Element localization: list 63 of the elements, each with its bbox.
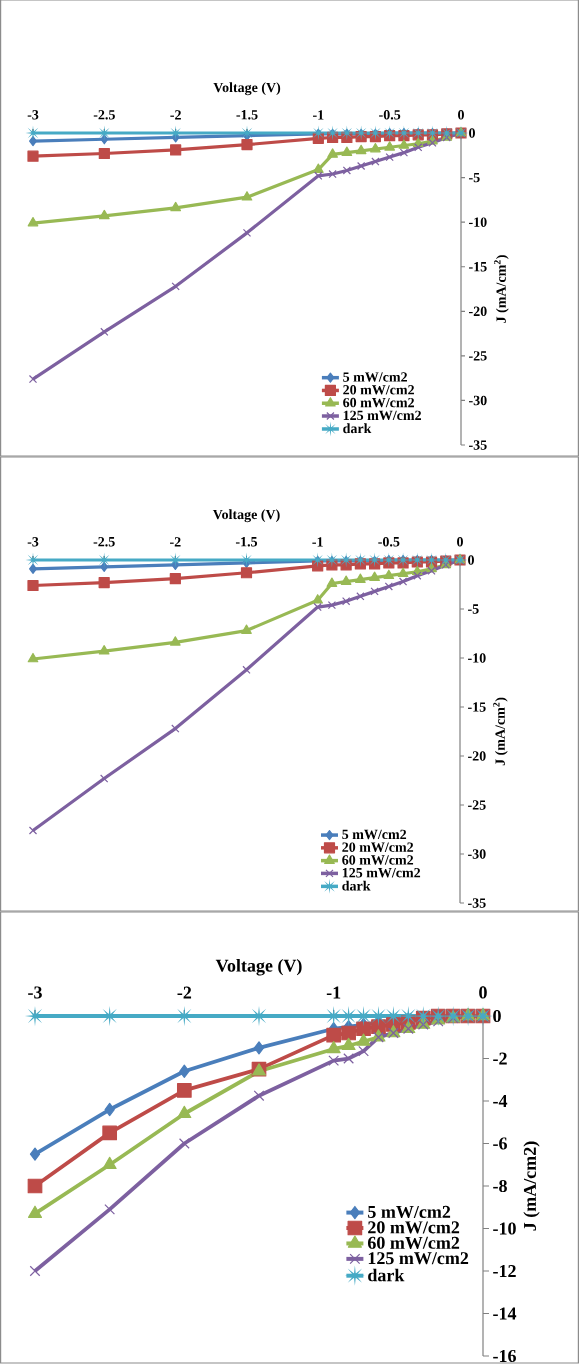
y-tick-label: -10 bbox=[469, 217, 487, 227]
y-tick-label: -5 bbox=[468, 604, 479, 614]
y-tick-label: -30 bbox=[468, 849, 486, 859]
legend-label: 60 mW/cm2 bbox=[367, 1236, 460, 1249]
legend-label: 20 mW/cm2 bbox=[343, 385, 414, 395]
x-tick-label: -1.5 bbox=[235, 537, 258, 547]
legend-label: 125 mW/cm2 bbox=[342, 868, 421, 878]
y-tick-label: -25 bbox=[468, 800, 486, 810]
x-tick-label: -0.5 bbox=[378, 536, 400, 547]
y-tick-label: -8 bbox=[493, 1179, 507, 1193]
x-axis-title: Voltage (V) bbox=[212, 509, 280, 523]
x-tick-label: -0.5 bbox=[379, 109, 401, 120]
y-tick-label: -25 bbox=[469, 351, 487, 361]
y-tick-label: -35 bbox=[468, 898, 486, 908]
legend-label: 125 mW/cm2 bbox=[343, 410, 421, 421]
legend-label: dark bbox=[342, 880, 371, 891]
legend-label: 20 mW/cm2 bbox=[368, 1221, 460, 1234]
x-tick-label: -1 bbox=[313, 110, 324, 120]
x-tick-label: -1 bbox=[312, 537, 323, 547]
y-tick-label: -20 bbox=[469, 306, 487, 317]
legend-label: 60 mW/cm2 bbox=[343, 397, 414, 408]
y-tick-label: -6 bbox=[493, 1137, 507, 1150]
y-tick-label: -16 bbox=[493, 1349, 516, 1363]
legend-label: 5 mW/cm2 bbox=[342, 829, 407, 840]
y-tick-label: -10 bbox=[493, 1222, 516, 1235]
y-axis-title: J (mA/cm2) bbox=[523, 1141, 540, 1231]
legend-label: 20 mW/cm2 bbox=[342, 842, 414, 852]
legend-label: 5 mW/cm2 bbox=[368, 1205, 451, 1219]
y-tick-label: -14 bbox=[493, 1307, 517, 1320]
y-axis-title: J (mA/cm$^{2}$) bbox=[494, 255, 509, 323]
x-tick-label: 0 bbox=[457, 537, 463, 547]
legend-label: 125 mW/cm2 bbox=[368, 1252, 469, 1265]
x-axis-title: Voltage (V) bbox=[215, 959, 302, 976]
y-axis-title: J (mA/cm$^{2}$) bbox=[493, 697, 508, 766]
y-tick-label: -35 bbox=[469, 440, 487, 450]
y-tick-label: 0 bbox=[469, 128, 475, 138]
legend-label: 5 mW/cm2 bbox=[343, 372, 407, 382]
legend-label: dark bbox=[343, 423, 372, 434]
y-tick-label: -5 bbox=[469, 172, 480, 183]
y-tick-label: 0 bbox=[493, 1009, 501, 1023]
x-tick-label: -2 bbox=[170, 110, 181, 120]
legend-label: 60 mW/cm2 bbox=[342, 855, 414, 865]
x-tick-label: 0 bbox=[458, 110, 464, 120]
x-tick-label: -3 bbox=[27, 537, 39, 547]
y-tick-label: -10 bbox=[468, 653, 486, 663]
x-tick-label: -2.5 bbox=[93, 537, 115, 547]
x-tick-label: -2 bbox=[177, 986, 192, 999]
x-axis-title: Voltage (V) bbox=[213, 82, 281, 96]
x-tick-label: -3 bbox=[27, 110, 39, 120]
x-tick-label: -1.5 bbox=[236, 110, 258, 120]
y-tick-label: -30 bbox=[469, 395, 487, 406]
x-tick-label: -2 bbox=[170, 537, 181, 547]
x-tick-label: -1 bbox=[326, 986, 341, 999]
y-tick-label: -15 bbox=[468, 702, 486, 712]
legend-label: dark bbox=[368, 1268, 405, 1282]
x-tick-label: -3 bbox=[28, 986, 42, 999]
y-tick-label: -12 bbox=[493, 1265, 516, 1277]
y-tick-label: -15 bbox=[469, 262, 487, 272]
y-tick-label: -4 bbox=[493, 1095, 508, 1107]
y-tick-label: -2 bbox=[493, 1052, 507, 1065]
x-tick-label: -2.5 bbox=[93, 110, 115, 120]
y-tick-label: -20 bbox=[468, 751, 486, 761]
y-tick-label: 0 bbox=[468, 555, 474, 565]
